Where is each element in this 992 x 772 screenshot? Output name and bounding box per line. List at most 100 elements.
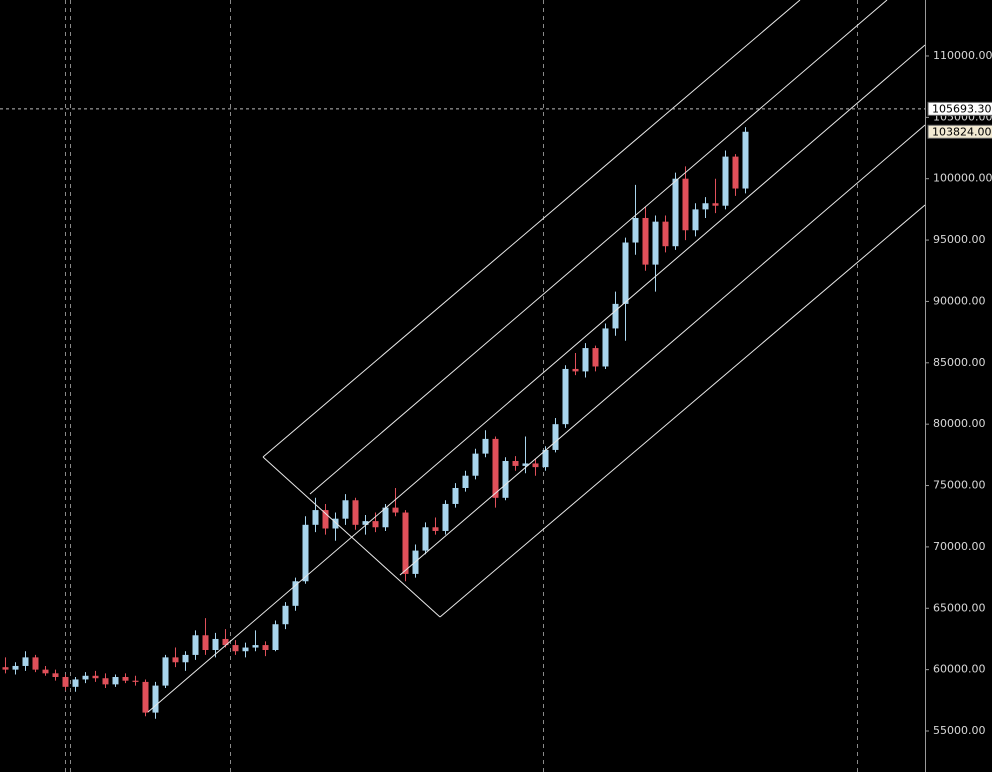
- candle-body: [362, 521, 369, 525]
- y-tick-label: 85000.00: [933, 356, 986, 369]
- candle-body: [252, 645, 259, 648]
- candle-body: [422, 527, 429, 551]
- candle-body: [242, 647, 249, 652]
- candle-body: [232, 645, 239, 652]
- candle-body: [672, 178, 679, 247]
- candle-body: [202, 635, 209, 651]
- candle-body: [532, 463, 539, 468]
- candle-body: [692, 209, 699, 231]
- candle-body: [272, 624, 279, 651]
- candle-body: [222, 638, 229, 646]
- y-tick-label: 95000.00: [933, 233, 986, 246]
- candle-body: [32, 657, 39, 670]
- candle-body: [722, 156, 729, 206]
- y-tick-label: 110000.00: [933, 49, 992, 62]
- candle-body: [452, 487, 459, 504]
- candle-body: [612, 303, 619, 329]
- candle-body: [192, 635, 199, 655]
- candle-body: [602, 328, 609, 367]
- candle-body: [742, 131, 749, 189]
- candle-body: [152, 685, 159, 713]
- candle-body: [702, 203, 709, 210]
- candle-body: [712, 203, 719, 206]
- candle-body: [512, 460, 519, 466]
- candle-body: [162, 657, 169, 686]
- candle-body: [42, 669, 49, 674]
- candle-body: [292, 581, 299, 606]
- candle-body: [102, 678, 109, 685]
- candle-body: [652, 221, 659, 265]
- candle-body: [502, 460, 509, 498]
- candle-body: [22, 657, 29, 666]
- y-tick-label: 100000.00: [933, 172, 992, 185]
- candle-body: [112, 677, 119, 685]
- candle-body: [592, 348, 599, 367]
- candle-body: [402, 512, 409, 574]
- candle-body: [482, 438, 489, 454]
- candle-body: [382, 507, 389, 528]
- y-tick-label: 75000.00: [933, 479, 986, 492]
- candle-body: [142, 681, 149, 713]
- candle-body: [462, 475, 469, 488]
- y-tick-label: 55000.00: [933, 724, 986, 737]
- channel-line: [439, 204, 926, 618]
- candle-body: [392, 507, 399, 513]
- candle-body: [132, 680, 139, 682]
- price-marker-label: 105693.30: [932, 102, 992, 115]
- candle-body: [642, 217, 649, 265]
- candle-body: [82, 675, 89, 680]
- candle-body: [62, 677, 69, 687]
- candle-body: [352, 500, 359, 525]
- y-tick-label: 80000.00: [933, 417, 986, 430]
- channel-drawing: [147, 0, 926, 713]
- y-tick-label: 60000.00: [933, 663, 986, 676]
- candle-body: [492, 438, 499, 498]
- candle-body: [522, 463, 529, 466]
- candle-body: [12, 665, 19, 670]
- candle-body: [472, 453, 479, 476]
- candle-body: [312, 510, 319, 525]
- y-tick-label: 65000.00: [933, 601, 986, 614]
- candle-body: [52, 673, 59, 678]
- y-tick-label: 70000.00: [933, 540, 986, 553]
- candle-body: [432, 527, 439, 531]
- candle-body: [182, 654, 189, 663]
- candle-body: [442, 503, 449, 531]
- candle-body: [302, 524, 309, 582]
- candle-body: [632, 217, 639, 243]
- candle-body: [322, 510, 329, 529]
- channel-edge: [262, 456, 441, 618]
- candle-body: [622, 242, 629, 304]
- candle-body: [662, 221, 669, 247]
- candle-body: [262, 645, 269, 651]
- channel-line: [399, 124, 926, 576]
- candle-body: [542, 449, 549, 468]
- channel-line: [262, 0, 801, 458]
- candle-body: [552, 424, 559, 450]
- candle-body: [72, 679, 79, 687]
- candle-body: [212, 638, 219, 651]
- channel-line: [147, 44, 926, 713]
- time-grid: [65, 0, 858, 772]
- candle-body: [562, 368, 569, 425]
- candle-body: [332, 518, 339, 529]
- candle-body: [372, 521, 379, 528]
- candle-body: [582, 348, 589, 372]
- channel-line: [309, 0, 888, 495]
- candle-body: [92, 675, 99, 679]
- y-axis: 55000.00 60000.00 65000.00 70000.00 75000.00…: [925, 49, 992, 737]
- candle-body: [342, 500, 349, 519]
- candle-body: [282, 605, 289, 625]
- candle-body: [122, 677, 129, 681]
- candle-body: [732, 156, 739, 189]
- price-marker-box: [927, 101, 992, 116]
- candle-body: [572, 368, 579, 372]
- price-marker-box: [927, 124, 992, 139]
- candle-body: [172, 657, 179, 663]
- candle-body: [2, 667, 9, 670]
- price-marker-label: 103824.00: [932, 125, 992, 138]
- y-tick-label: 90000.00: [933, 294, 986, 307]
- candle-body: [682, 178, 689, 231]
